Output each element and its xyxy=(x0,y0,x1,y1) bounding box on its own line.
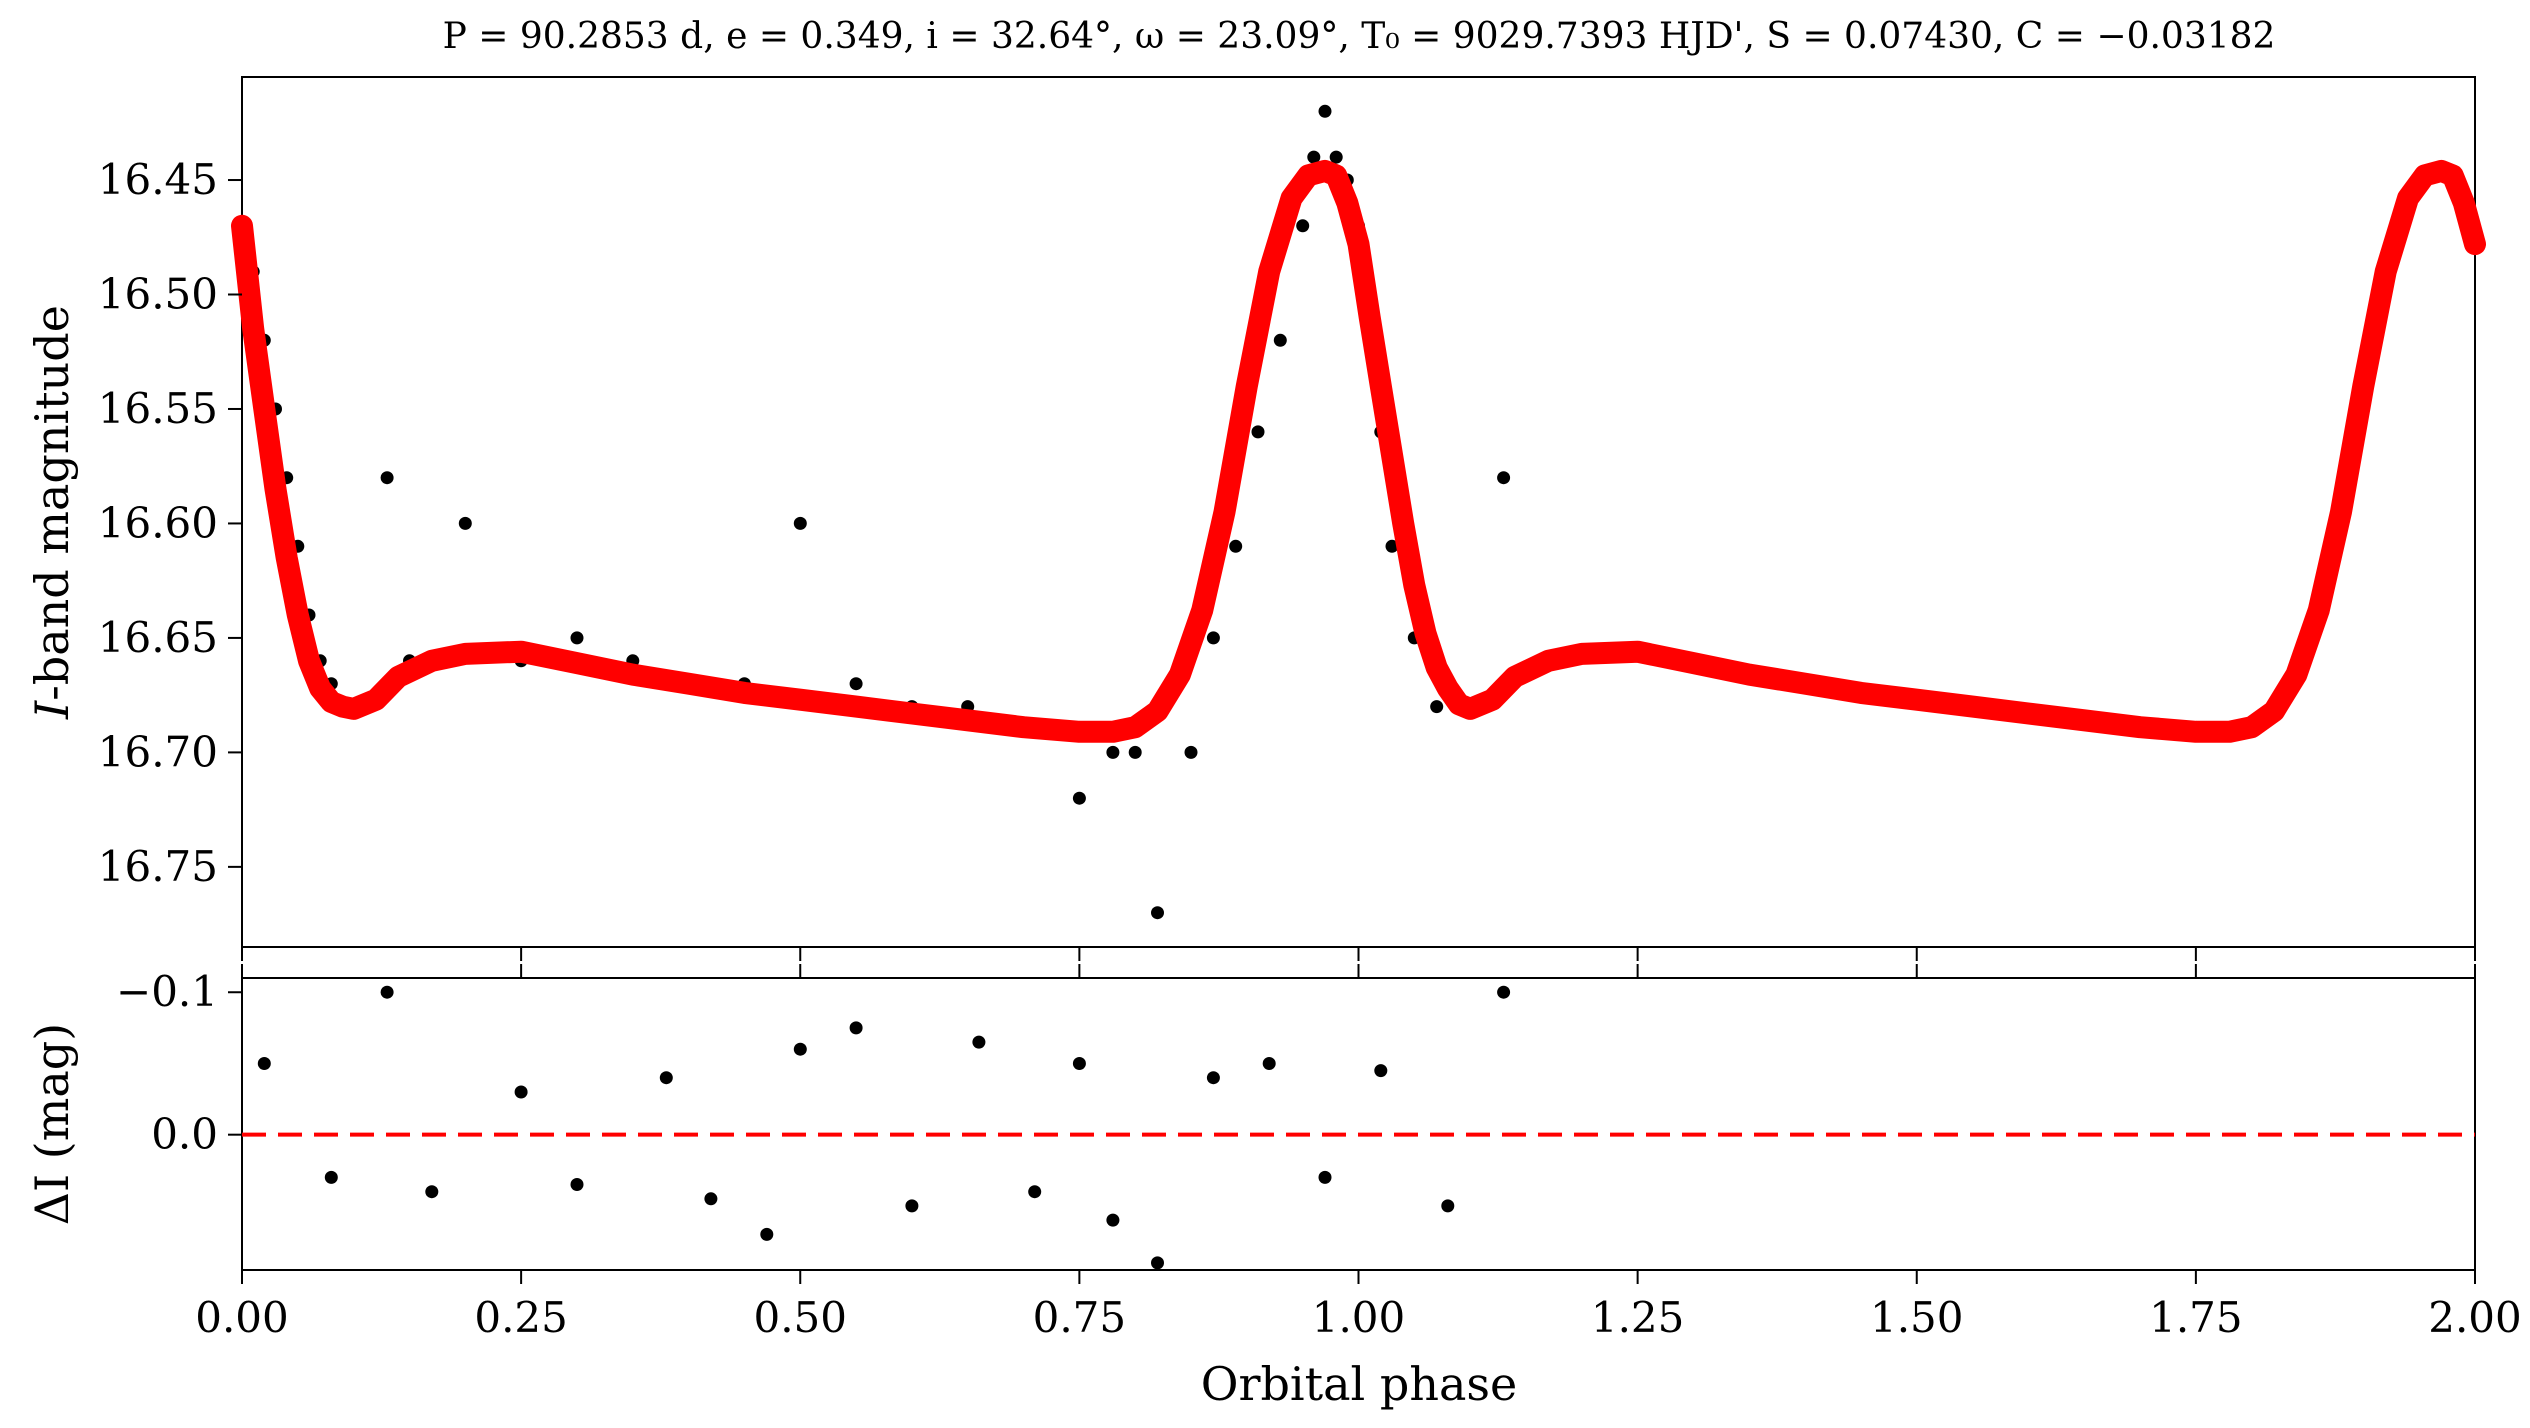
data-point xyxy=(458,516,472,530)
light-curve-points xyxy=(235,104,1511,920)
x-tick-label: 0.75 xyxy=(1033,1293,1127,1342)
residual-point xyxy=(1497,985,1511,999)
residual-point xyxy=(849,1021,863,1035)
data-point xyxy=(1229,539,1243,553)
x-tick-label: 1.50 xyxy=(1870,1293,1964,1342)
data-point xyxy=(1430,700,1444,714)
residuals-x-axis: 0.00 0.25 0.50 0.75 1.00 1.25 1.50 1.75 2.00 xyxy=(195,964,2522,1342)
residual-point xyxy=(514,1085,528,1099)
data-point xyxy=(570,631,584,645)
residual-point xyxy=(1262,1057,1276,1070)
residual-point xyxy=(1028,1185,1042,1199)
y-tick-label: 0.0 xyxy=(151,1110,218,1159)
residual-point xyxy=(1441,1199,1455,1213)
data-point xyxy=(1106,745,1120,759)
residual-point xyxy=(905,1199,919,1213)
data-point xyxy=(1206,631,1220,645)
x-tick-label: 0.25 xyxy=(474,1293,568,1342)
chart-title: P = 90.2853 d, e = 0.349, i = 32.64°, ω … xyxy=(443,16,2276,57)
data-point xyxy=(1273,333,1287,347)
data-point xyxy=(1296,219,1310,233)
residual-point xyxy=(659,1071,673,1085)
light-curve-x-ticks xyxy=(241,947,2476,961)
light-curve-y-axis: 16.45 16.50 16.55 16.60 16.65 16.70 16.75 xyxy=(98,155,242,891)
residual-point xyxy=(972,1035,986,1049)
residual-point xyxy=(1318,1170,1332,1184)
residual-point xyxy=(570,1178,584,1191)
data-point xyxy=(1151,906,1164,920)
data-point xyxy=(849,677,863,691)
data-point xyxy=(1184,745,1198,759)
y-tick-label: 16.45 xyxy=(98,155,218,204)
residuals-panel: −0.1 0.0 0.00 0.25 0.50 0.75 1.00 1.25 1.50 1.75… xyxy=(25,964,2522,1411)
light-curve-panel: 16.45 16.50 16.55 16.60 16.65 16.70 16.75 I-ba… xyxy=(25,76,2486,961)
y-tick-label: 16.65 xyxy=(98,613,218,662)
y-tick-label: 16.75 xyxy=(98,842,218,891)
residual-point xyxy=(793,1042,807,1056)
residual-point xyxy=(1151,1256,1164,1270)
data-point xyxy=(380,471,394,485)
residual-point xyxy=(1206,1071,1220,1085)
model-curve xyxy=(231,159,2486,743)
x-tick-label: 2.00 xyxy=(2428,1293,2522,1342)
residuals-y-axis: −0.1 0.0 xyxy=(116,967,242,1159)
residual-point xyxy=(257,1057,271,1070)
x-tick-label: 1.75 xyxy=(2149,1293,2243,1342)
data-point xyxy=(1128,745,1142,759)
y-tick-label: 16.70 xyxy=(98,727,218,776)
residual-point xyxy=(380,985,394,999)
residuals-plot-frame xyxy=(241,977,2476,1271)
x-tick-label: 1.00 xyxy=(1312,1293,1406,1342)
data-point xyxy=(1497,471,1511,485)
y-tick-label: 16.60 xyxy=(98,498,218,547)
data-point xyxy=(1385,539,1399,553)
data-point xyxy=(1072,791,1086,805)
light-curve-y-axis-label: I-band magnitude xyxy=(25,305,79,720)
residual-point xyxy=(1072,1057,1086,1070)
x-tick-label: 0.50 xyxy=(753,1293,847,1342)
data-point xyxy=(1329,150,1343,164)
residual-point xyxy=(1106,1213,1120,1227)
data-point xyxy=(1318,104,1332,118)
y-tick-label: 16.50 xyxy=(98,270,218,319)
residual-point xyxy=(760,1227,774,1241)
residual-point xyxy=(425,1185,439,1199)
residual-point xyxy=(324,1170,338,1184)
data-point xyxy=(793,516,807,530)
y-tick-label: 16.55 xyxy=(98,384,218,433)
residual-points xyxy=(257,985,1511,1270)
x-axis-label: Orbital phase xyxy=(1201,1357,1517,1411)
x-tick-label: 1.25 xyxy=(1591,1293,1685,1342)
x-tick-label: 0.00 xyxy=(195,1293,289,1342)
residual-point xyxy=(704,1192,718,1206)
data-point xyxy=(1307,150,1321,164)
y-tick-label: −0.1 xyxy=(116,967,218,1016)
residuals-y-axis-label: ΔI (mag) xyxy=(25,1023,79,1225)
data-point xyxy=(1251,425,1265,439)
residual-point xyxy=(1374,1064,1388,1078)
